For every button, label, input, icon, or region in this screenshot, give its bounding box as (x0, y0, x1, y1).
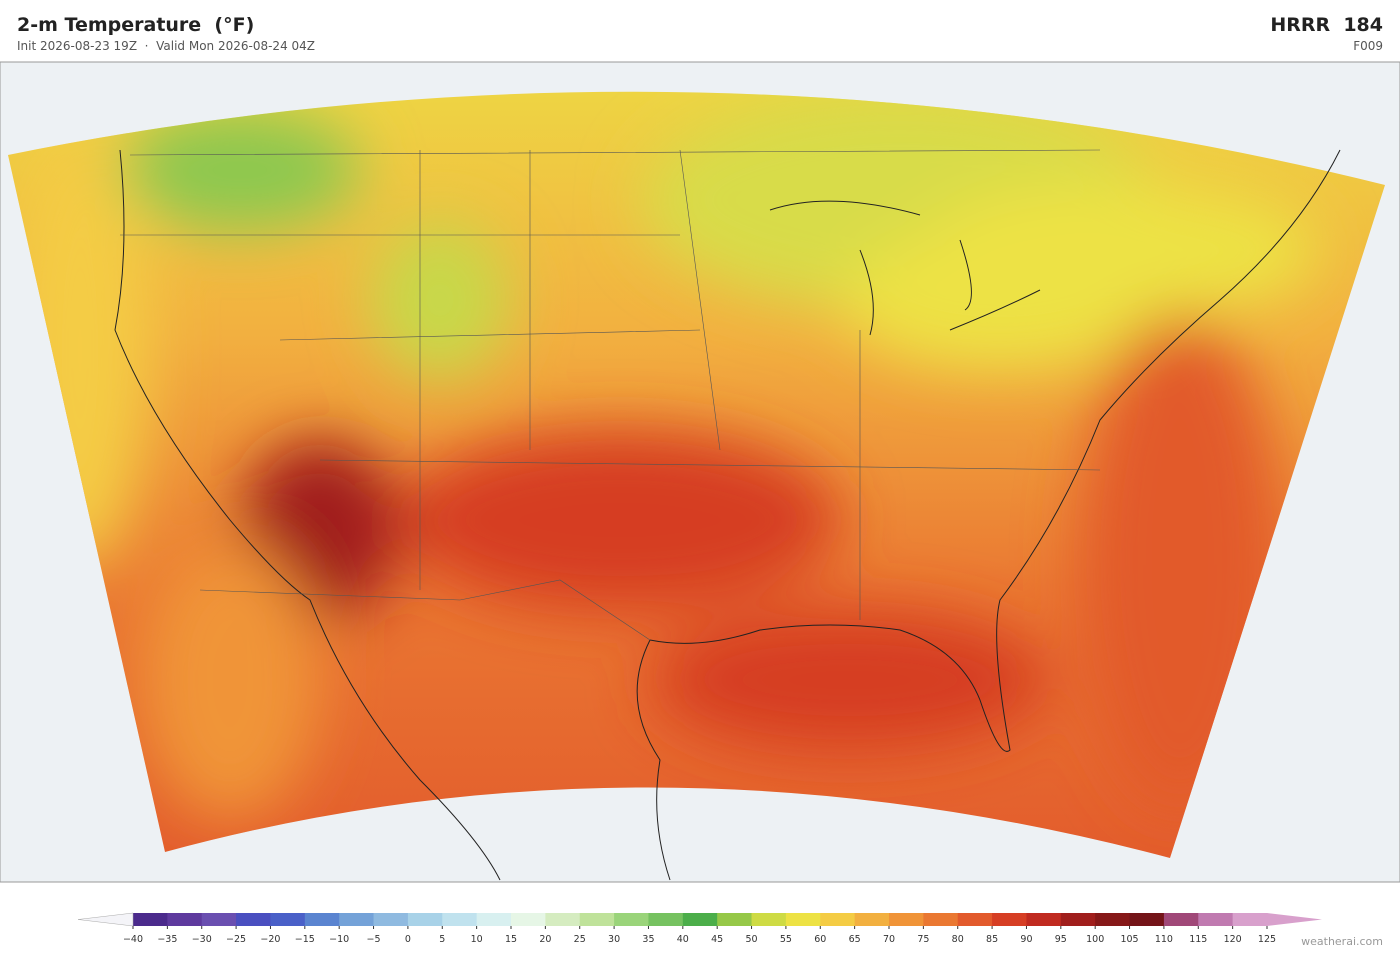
coastlines (114, 149, 1341, 881)
colorbar-tick-label: 85 (986, 934, 998, 945)
colorbar-swatch (511, 913, 546, 926)
colorbar-swatch (957, 913, 993, 926)
colorbar-swatch (167, 913, 203, 926)
colorbar-tick-label: 60 (814, 934, 826, 945)
title: 2-m Temperature (°F) (17, 14, 255, 36)
colorbar-swatch (339, 913, 375, 926)
colorbar-tick-label: −5 (367, 934, 381, 945)
colorbar-swatch (373, 913, 409, 926)
colorbar-under (77, 912, 134, 927)
colorbar-tick-label: 90 (1020, 934, 1032, 945)
subtitle: Init 2026-08-23 19Z · Valid Mon 2026-08-… (17, 39, 316, 53)
temperature-field (8, 91, 1385, 859)
colorbar-swatch (407, 913, 443, 926)
colorbar-tick-label: 30 (608, 934, 620, 945)
colorbar-tick-label: 55 (780, 934, 792, 945)
colorbar-tick-label: 115 (1189, 934, 1207, 945)
colorbar-swatch (751, 913, 787, 926)
colorbar-swatch (1095, 913, 1131, 926)
colorbar-swatch (648, 913, 684, 926)
colorbar-swatch (1163, 913, 1199, 926)
colorbar-tick-label: 25 (574, 934, 586, 945)
colorbar-swatch (442, 913, 478, 926)
colorbar-tick-label: 125 (1258, 934, 1276, 945)
colorbar-tick-label: 75 (917, 934, 929, 945)
colorbar-over (1267, 913, 1322, 926)
attribution: weatherai.com (1301, 935, 1383, 948)
colorbar-swatch (1060, 913, 1096, 926)
colorbar-tick-label: 10 (471, 934, 483, 945)
colorbar-swatch (682, 913, 718, 926)
colorbar-swatch (304, 913, 340, 926)
colorbar-swatch (236, 913, 271, 926)
colorbar-tick-label: −20 (260, 934, 280, 945)
colorbar-swatch (923, 913, 959, 926)
model-name: HRRR 184 (1270, 14, 1383, 36)
colorbar-tick-label: 105 (1120, 934, 1138, 945)
colorbar-swatch (1129, 913, 1165, 926)
colorbar-tick-label: 40 (677, 934, 689, 945)
colorbar-tick-label: 110 (1155, 934, 1173, 945)
colorbar-tick-label: −15 (295, 934, 315, 945)
colorbar-tick-label: 50 (745, 934, 757, 945)
colorbar-tick-label: 15 (505, 934, 517, 945)
colorbar-swatch (1232, 913, 1268, 926)
colorbar-swatch (270, 913, 306, 926)
colorbar-swatch (854, 913, 890, 926)
colorbar-tick-label: 95 (1055, 934, 1067, 945)
colorbar-swatch (579, 913, 615, 926)
colorbar-tick-label: −35 (157, 934, 177, 945)
colorbar-tick-label: 70 (883, 934, 895, 945)
colorbar-tick-label: 20 (539, 934, 551, 945)
colorbar-swatch (133, 913, 168, 926)
colorbar-swatch (992, 913, 1027, 926)
colorbar-tick-label: 80 (952, 934, 964, 945)
colorbar-swatch (1198, 913, 1234, 926)
colorbar-swatch (1026, 913, 1062, 926)
colorbar-swatch (889, 913, 924, 926)
colorbar-tick-label: 5 (439, 934, 445, 945)
colorbar-tick-label: 0 (405, 934, 411, 945)
forecast-hour: F009 (1353, 39, 1383, 53)
colorbar-swatch (785, 913, 821, 926)
colorbar-tick-label: 65 (849, 934, 861, 945)
colorbar-swatch (614, 913, 649, 926)
colorbar-swatch (201, 913, 237, 926)
colorbar-tick-label: 35 (642, 934, 654, 945)
colorbar-tick-label: −40 (123, 934, 143, 945)
colorbar-tick-label: 120 (1224, 934, 1242, 945)
colorbar-tick-label: −25 (226, 934, 246, 945)
colorbar-tick-label: 100 (1086, 934, 1104, 945)
colorbar-swatch (476, 913, 512, 926)
colorbar-tick-label: −10 (329, 934, 349, 945)
colorbar-tick-label: 45 (711, 934, 723, 945)
colorbar-swatch (717, 913, 753, 926)
borders (120, 149, 1101, 641)
colorbar-swatch (820, 913, 856, 926)
colorbar-tick-label: −30 (192, 934, 212, 945)
colorbar-swatch (545, 913, 581, 926)
